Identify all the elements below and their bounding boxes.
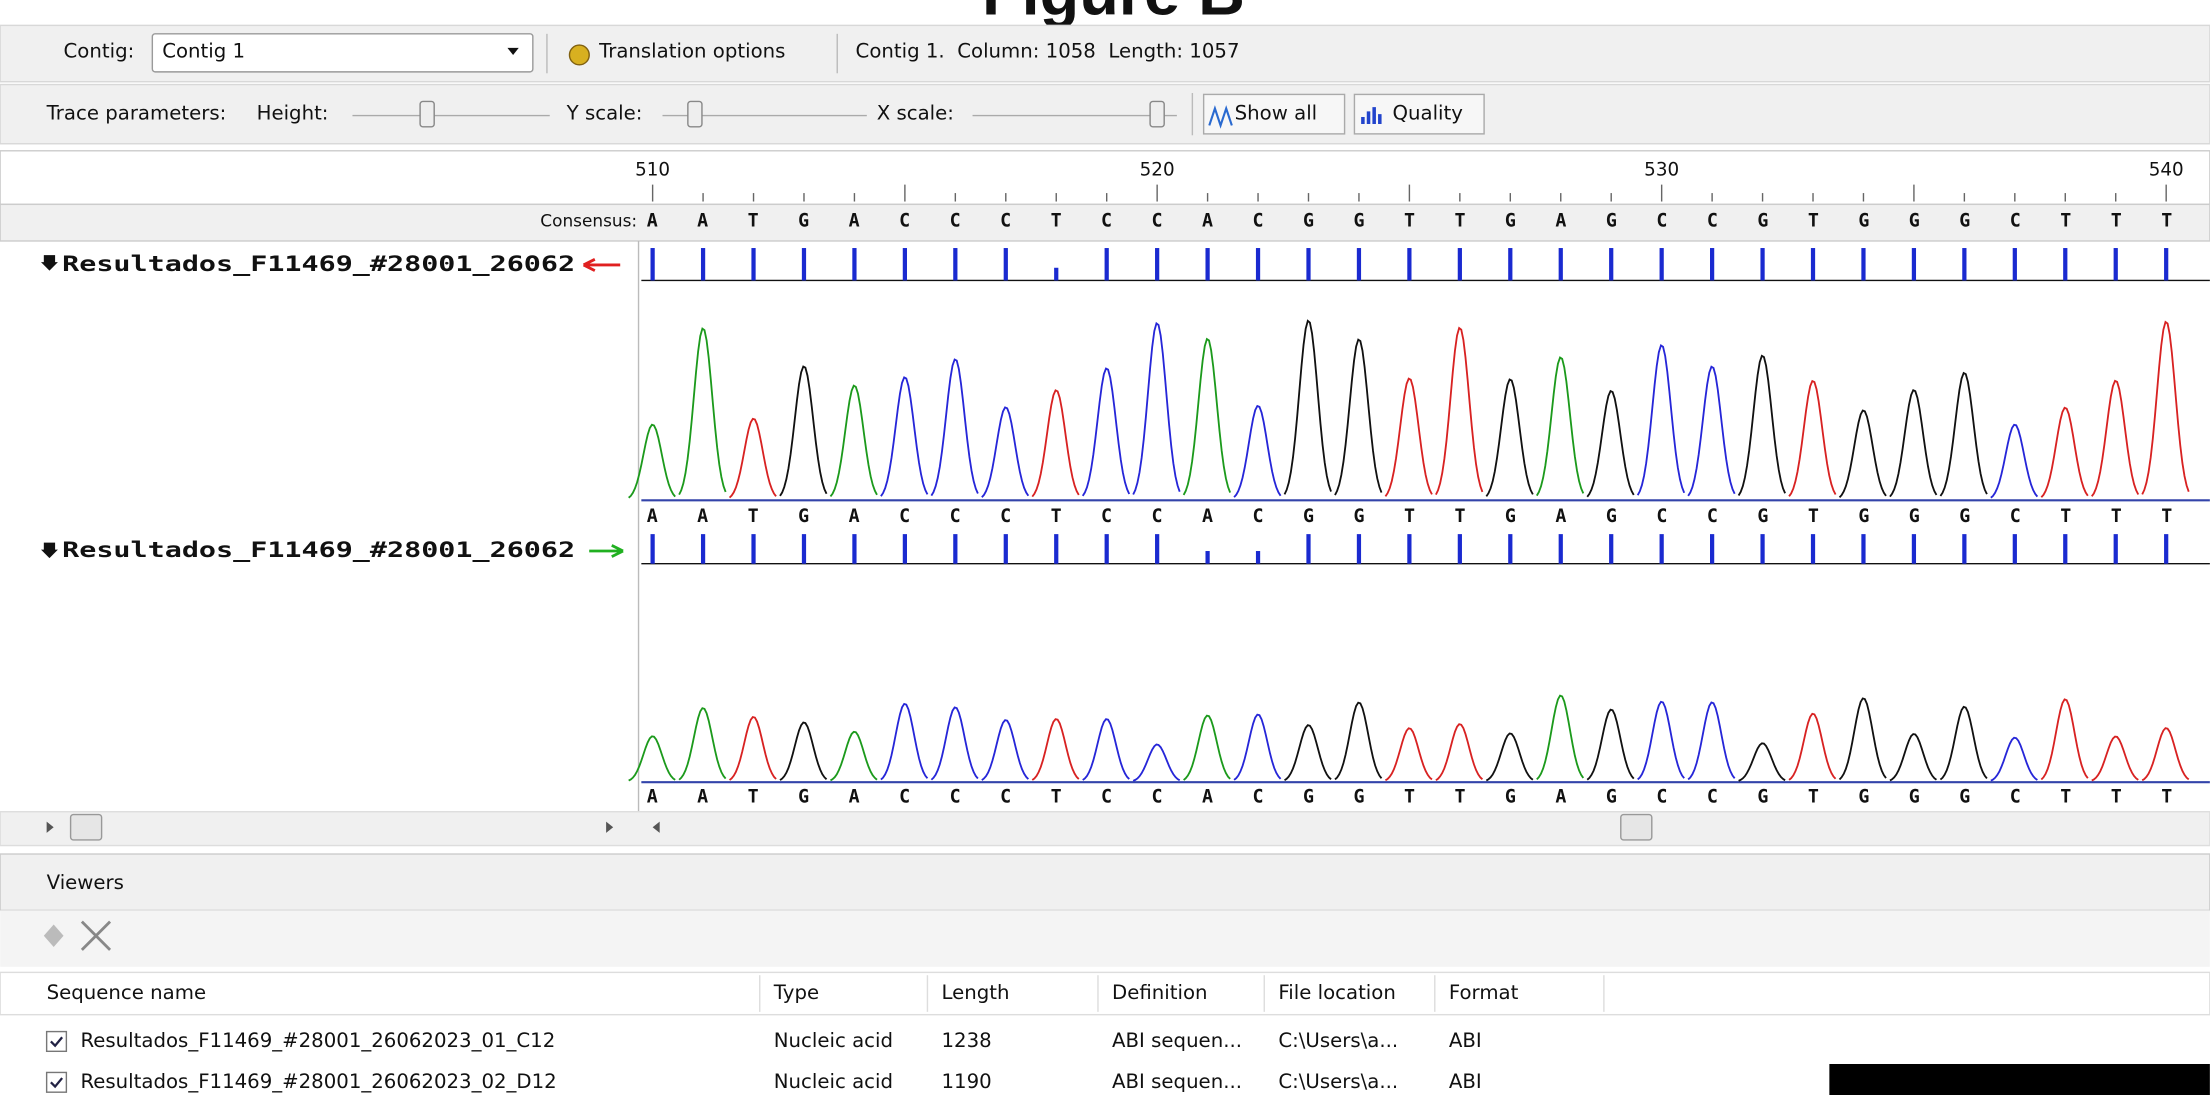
scrollbar-area [0, 812, 2210, 846]
consensus-label: Consensus: [540, 210, 637, 230]
column-header: File location [1278, 981, 1396, 1004]
ruler-label: 530 [1644, 160, 1679, 181]
viewers-title: Viewers [47, 871, 124, 894]
table-cell: 1190 [942, 1070, 992, 1093]
contig-value: Contig 1 [162, 40, 245, 63]
table-cell: Nucleic acid [774, 1029, 893, 1052]
base-letters: AATGACCCTCCACGGTTGAGCCGTGGGCTTT [647, 506, 2210, 527]
redaction-box [1829, 1064, 2210, 1095]
scroll-thumb[interactable] [1621, 815, 1652, 840]
viewers-header [0, 854, 2210, 910]
contig-label: Contig: [64, 40, 135, 63]
ruler-label: 520 [1140, 160, 1175, 181]
table-cell: Resultados_F11469_#28001_26062023_01_C12 [80, 1029, 555, 1052]
trace-parameters-label: Trace parameters: [46, 102, 227, 125]
row-checkbox[interactable] [47, 1032, 67, 1052]
height-label: Height: [257, 102, 329, 125]
column-header: Format [1449, 981, 1519, 1004]
column-header: Length [942, 981, 1010, 1004]
slider-thumb [420, 101, 434, 126]
base-letters: AATGACCCTCCACGGTTGAGCCGTGGGCTTT [647, 787, 2210, 808]
table-cell: 1238 [942, 1029, 992, 1052]
y-scale-label: Y scale: [566, 102, 643, 125]
translation-button[interactable]: Translation options [569, 40, 785, 65]
show-all-button[interactable]: Show all [1204, 94, 1345, 133]
viewers-toolbar [0, 910, 2210, 966]
ruler-label: 540 [2149, 160, 2184, 181]
table-cell: Resultados_F11469_#28001_26062023_02_D12 [80, 1070, 556, 1093]
read-name: Resultados_F11469_#28001_26062 [62, 537, 575, 562]
read-name: Resultados_F11469_#28001_26062 [62, 251, 575, 276]
table-cell: ABI [1449, 1070, 1482, 1093]
app-window: Figure B Contig: Contig 1 Translation op… [0, 0, 2210, 1095]
figure-title: Figure B [982, 0, 1245, 28]
slider-thumb [688, 101, 702, 126]
table-header [0, 972, 2210, 1014]
quality-button[interactable]: Quality [1354, 94, 1484, 133]
status-text: Contig 1. Column: 1058 Length: 1057 [856, 40, 1240, 63]
ruler-label: 510 [635, 160, 670, 181]
table-cell: ABI sequen... [1112, 1029, 1242, 1052]
table-cell: Nucleic acid [774, 1070, 893, 1093]
column-header: Type [773, 981, 819, 1004]
x-scale-label: X scale: [877, 102, 954, 125]
scroll-thumb[interactable] [71, 815, 102, 840]
row-checkbox[interactable] [47, 1072, 67, 1092]
table-cell: ABI [1449, 1029, 1482, 1052]
table-cell: C:\Users\a... [1278, 1029, 1398, 1052]
trace-toolbar [0, 85, 2210, 144]
gear-icon [569, 45, 589, 65]
ruler-area [0, 151, 2210, 205]
base-letters: AATGACCCTCCACGGTTGAGCCGTGGGCTTT [647, 210, 2210, 231]
slider-thumb [1150, 101, 1164, 126]
quality: Quality [1392, 102, 1463, 125]
table-cell: C:\Users\a... [1278, 1070, 1398, 1093]
column-header: Sequence name [47, 981, 206, 1004]
translation-options: Translation options [598, 40, 785, 63]
table-cell: ABI sequen... [1112, 1070, 1242, 1093]
show-all: Show all [1235, 102, 1318, 125]
column-header: Definition [1112, 981, 1207, 1004]
